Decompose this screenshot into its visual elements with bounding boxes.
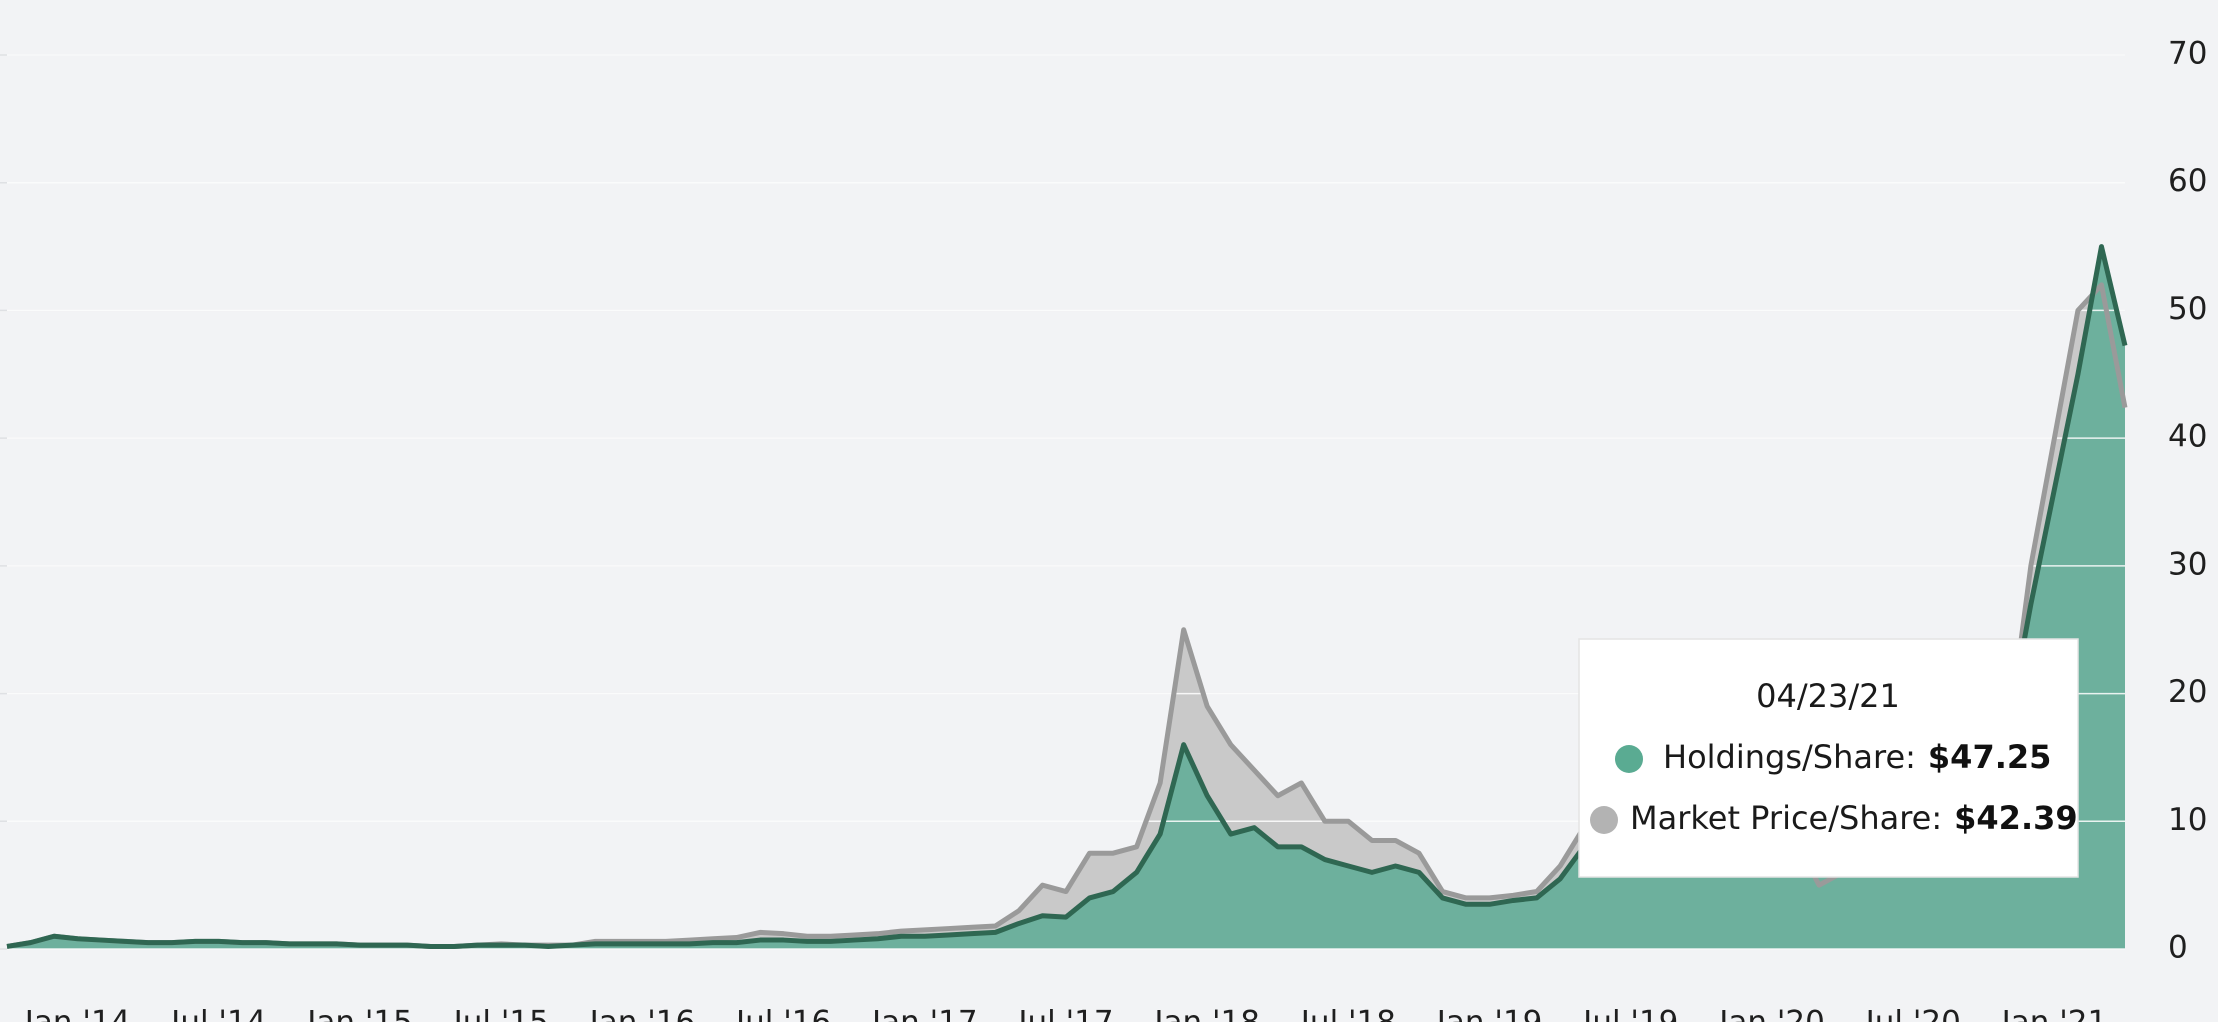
x-tick-label: Jan '18 [1152, 1005, 1260, 1022]
x-tick-label: Jan '19 [1435, 1005, 1543, 1022]
y-tick-label: 40 [2168, 419, 2207, 455]
x-tick-label: Jul '20 [1864, 1005, 1961, 1022]
y-tick-label: 50 [2168, 291, 2207, 327]
legend-label: Holdings/Share: [1663, 738, 1916, 776]
y-tick-label: 0 [2168, 930, 2188, 966]
x-tick-label: Jul '19 [1581, 1005, 1678, 1022]
y-tick-label: 10 [2168, 802, 2207, 838]
legend-label: Market Price/Share: [1630, 799, 1942, 837]
tooltip-value: $47.25 [1928, 738, 2051, 776]
x-tick-label: Jan '15 [305, 1005, 413, 1022]
tooltip-box [1578, 638, 2079, 878]
x-tick-label: Jan '21 [2000, 1005, 2108, 1022]
y-tick-label: 20 [2168, 674, 2207, 710]
y-tick-label: 30 [2168, 546, 2207, 582]
x-tick-label: Jul '17 [1016, 1005, 1113, 1022]
x-tick-label: Jan '14 [23, 1005, 131, 1022]
x-tick-label: Jul '18 [1299, 1005, 1396, 1022]
tooltip: 04/23/21 Holdings/Share: $47.25 Market Pric… [1578, 638, 2079, 878]
x-tick-label: Jan '20 [1717, 1005, 1825, 1022]
legend-dot [1590, 806, 1618, 834]
y-tick-label: 70 [2168, 36, 2207, 72]
tooltip-row: Market Price/Share: $42.39 [1630, 799, 2078, 837]
x-tick-label: Jul '16 [734, 1005, 831, 1022]
tooltip-date: 04/23/21 [1756, 677, 1900, 715]
x-tick-label: Jan '17 [870, 1005, 978, 1022]
area [7, 246, 2125, 950]
legend-dot [1615, 745, 1643, 773]
x-tick-label: Jan '16 [588, 1005, 696, 1022]
tooltip-row: Holdings/Share: $47.25 [1663, 738, 2051, 776]
y-tick-label: 60 [2168, 163, 2207, 199]
x-tick-label: Jul '14 [169, 1005, 266, 1022]
x-tick-label: Jul '15 [452, 1005, 549, 1022]
tooltip-value: $42.39 [1954, 799, 2077, 837]
